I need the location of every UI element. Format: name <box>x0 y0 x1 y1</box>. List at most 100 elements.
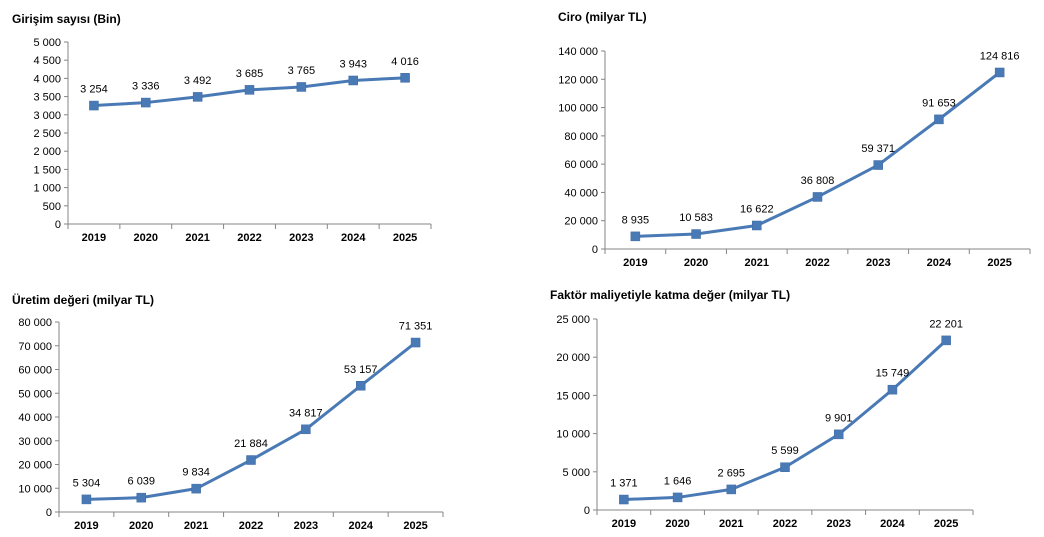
x-tick-label: 2021 <box>719 518 743 530</box>
data-point <box>887 384 898 395</box>
x-tick-label: 2019 <box>612 518 636 530</box>
y-tick-label: 80 000 <box>564 131 598 143</box>
y-tick-label: 30 000 <box>18 436 52 448</box>
chart-title: Faktör maliyetiyle katma değer (milyar T… <box>550 288 791 302</box>
x-tick-label: 2024 <box>880 518 905 530</box>
data-label: 10 583 <box>679 212 713 224</box>
x-tick-label: 2023 <box>294 520 318 532</box>
data-label: 4 016 <box>391 56 419 68</box>
y-tick-label: 5 000 <box>33 37 61 49</box>
data-point <box>780 462 790 472</box>
data-point <box>619 494 629 505</box>
data-label: 91 653 <box>922 97 956 109</box>
data-point <box>296 82 307 92</box>
data-label: 3 943 <box>339 58 367 70</box>
y-tick-label: 140 000 <box>558 46 598 58</box>
data-label: 3 336 <box>132 81 160 93</box>
data-label: 8 935 <box>622 214 650 226</box>
y-tick-label: 20 000 <box>18 460 52 472</box>
x-tick-label: 2020 <box>134 232 158 244</box>
data-label: 53 157 <box>344 364 378 376</box>
data-label: 3 765 <box>288 65 316 77</box>
y-tick-label: 4 500 <box>33 55 61 67</box>
data-point <box>301 424 311 435</box>
x-tick-label: 2021 <box>185 232 209 244</box>
data-label: 124 816 <box>980 50 1020 62</box>
y-tick-label: 10 000 <box>18 483 52 495</box>
x-tick-label: 2023 <box>289 232 313 244</box>
y-tick-label: 60 000 <box>18 365 52 377</box>
x-tick-label: 2020 <box>665 518 689 530</box>
y-tick-label: 1 000 <box>33 183 61 195</box>
y-tick-label: 15 000 <box>556 390 590 402</box>
data-label: 71 351 <box>399 321 433 333</box>
x-tick-label: 2019 <box>82 232 106 244</box>
data-point <box>691 229 701 239</box>
data-label: 36 808 <box>801 175 835 187</box>
x-tick-label: 2025 <box>403 520 427 532</box>
x-tick-label: 2021 <box>184 520 208 532</box>
y-tick-label: 0 <box>584 505 590 517</box>
y-tick-label: 40 000 <box>18 412 52 424</box>
y-tick-label: 70 000 <box>18 341 52 353</box>
data-label: 5 599 <box>771 445 799 457</box>
data-label: 21 884 <box>234 438 268 450</box>
y-tick-label: 2 500 <box>33 128 61 140</box>
data-point <box>141 97 151 108</box>
y-tick-label: 4 000 <box>33 73 61 85</box>
data-label: 9 834 <box>182 467 210 479</box>
data-label: 3 254 <box>80 84 108 96</box>
data-point <box>244 85 255 95</box>
x-tick-label: 2023 <box>826 518 850 530</box>
x-tick-label: 2019 <box>74 520 98 532</box>
x-tick-label: 2020 <box>684 257 708 269</box>
data-point <box>400 73 410 83</box>
data-point <box>192 92 203 102</box>
y-tick-label: 20 000 <box>564 216 598 228</box>
y-tick-label: 20 000 <box>556 352 590 364</box>
x-tick-label: 2025 <box>934 518 958 530</box>
data-label: 34 817 <box>289 407 323 419</box>
y-tick-label: 0 <box>55 219 61 231</box>
y-tick-label: 2 000 <box>33 146 61 158</box>
y-tick-label: 120 000 <box>558 74 598 86</box>
data-point <box>873 160 883 170</box>
data-label: 2 695 <box>718 467 746 479</box>
x-tick-label: 2024 <box>348 520 373 532</box>
data-label: 22 201 <box>929 318 963 330</box>
x-tick-label: 2019 <box>623 257 647 269</box>
data-label: 1 371 <box>610 478 638 490</box>
y-tick-label: 80 000 <box>18 317 52 329</box>
chart-title: Ciro (milyar TL) <box>558 10 647 24</box>
x-tick-label: 2023 <box>866 257 890 269</box>
y-tick-label: 0 <box>592 244 598 256</box>
y-tick-label: 5 000 <box>562 467 590 479</box>
x-tick-label: 2022 <box>237 232 261 244</box>
data-label: 3 685 <box>236 68 264 80</box>
data-point <box>410 337 421 348</box>
data-point <box>994 67 1005 78</box>
data-point <box>630 231 641 242</box>
data-label: 3 492 <box>184 75 212 87</box>
y-tick-label: 3 000 <box>33 110 61 122</box>
data-point <box>752 220 762 231</box>
data-label: 1 646 <box>664 475 692 487</box>
data-point <box>348 75 358 86</box>
x-tick-label: 2021 <box>745 257 769 269</box>
data-label: 15 749 <box>876 368 910 380</box>
y-tick-label: 0 <box>46 507 52 519</box>
x-tick-label: 2025 <box>987 257 1011 269</box>
x-tick-label: 2022 <box>239 520 263 532</box>
data-point <box>246 455 256 465</box>
data-point <box>812 192 823 202</box>
data-point <box>941 335 951 346</box>
y-tick-label: 60 000 <box>564 159 598 171</box>
y-tick-label: 50 000 <box>18 388 52 400</box>
data-label: 9 901 <box>825 412 853 424</box>
chart-title: Üretim değeri (milyar TL) <box>12 293 155 307</box>
y-tick-label: 100 000 <box>558 103 598 115</box>
data-point <box>89 100 99 111</box>
